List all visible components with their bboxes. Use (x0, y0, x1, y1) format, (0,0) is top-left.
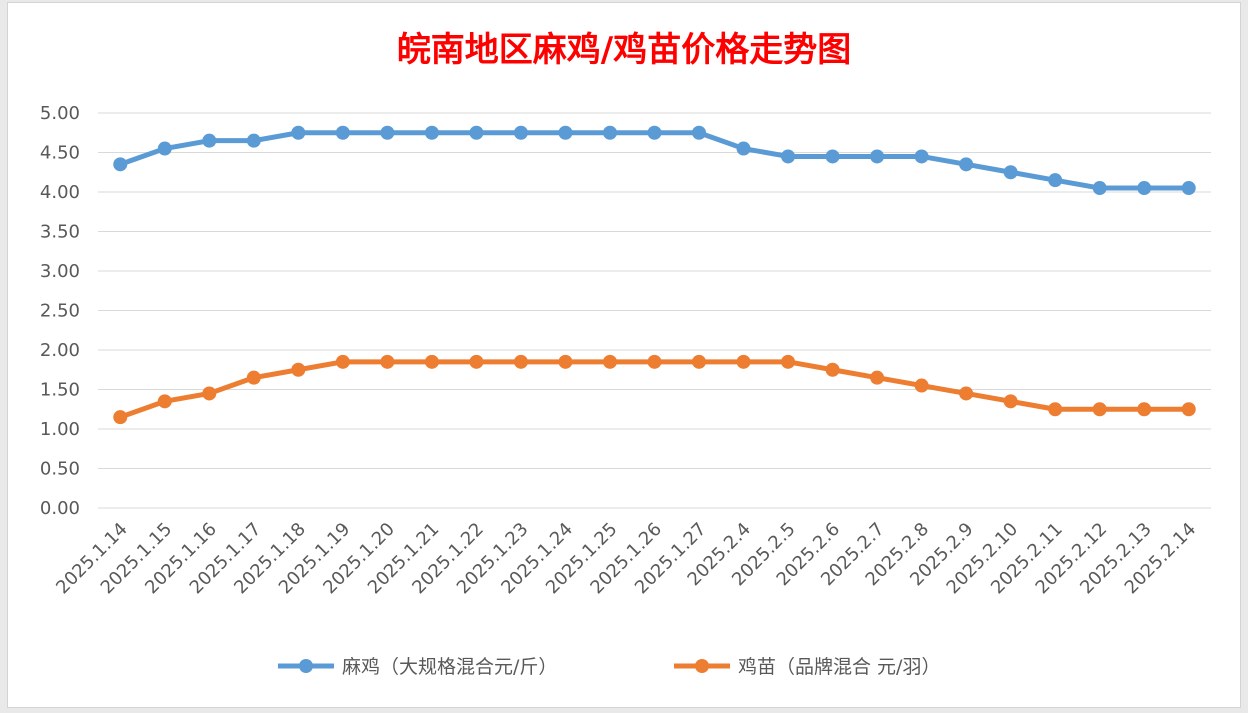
data-point (380, 354, 395, 369)
data-point (914, 378, 929, 393)
data-point (959, 157, 974, 172)
y-tick-label: 3.00 (40, 261, 80, 282)
line-chart: 皖南地区麻鸡/鸡苗价格走势图 0.00 0.50 1.00 1.50 2.00 2.50 3… (40, 30, 1211, 678)
data-point (246, 370, 261, 385)
legend-swatch-marker (299, 659, 313, 673)
y-tick-label: 3.50 (40, 222, 80, 243)
data-point (113, 410, 128, 425)
data-point (914, 149, 929, 164)
data-point (647, 125, 662, 140)
series-group (113, 125, 1196, 425)
x-axis-ticks: 2025.1.142025.1.152025.1.162025.1.172025… (52, 519, 1200, 599)
y-tick-label: 1.00 (40, 419, 80, 440)
data-point (558, 125, 573, 140)
data-point (291, 125, 306, 140)
data-point (647, 354, 662, 369)
data-point (157, 141, 172, 156)
data-point (424, 125, 439, 140)
gridlines (98, 112, 1211, 509)
data-point (1137, 402, 1152, 417)
data-point (558, 354, 573, 369)
series-line (117, 130, 1192, 191)
data-point (335, 125, 350, 140)
data-point (513, 354, 528, 369)
data-point (1092, 181, 1107, 196)
data-point (380, 125, 395, 140)
data-point (959, 386, 974, 401)
data-point (1048, 173, 1063, 188)
data-point (469, 354, 484, 369)
data-point (202, 386, 217, 401)
data-point (692, 354, 707, 369)
data-point (692, 125, 707, 140)
data-point (736, 141, 751, 156)
y-tick-label: 1.50 (40, 380, 80, 401)
legend-label: 鸡苗（品牌混合 元/羽） (738, 656, 940, 678)
data-point (1003, 165, 1018, 180)
data-point (870, 149, 885, 164)
y-axis-ticks: 0.00 0.50 1.00 1.50 2.00 2.50 3.00 3.50 4.00 4.50… (40, 103, 80, 519)
data-point (1048, 402, 1063, 417)
y-tick-label: 0.50 (40, 459, 80, 480)
legend-label: 麻鸡（大规格混合元/斤） (342, 656, 557, 678)
data-point (602, 125, 617, 140)
data-point (469, 125, 484, 140)
y-tick-label: 0.00 (40, 498, 80, 519)
data-point (870, 370, 885, 385)
data-point (113, 157, 128, 172)
legend-item: 鸡苗（品牌混合 元/羽） (674, 656, 940, 678)
data-point (781, 354, 796, 369)
series-1 (113, 125, 1196, 196)
data-point (1181, 402, 1196, 417)
data-point (513, 125, 528, 140)
data-point (291, 362, 306, 377)
data-point (781, 149, 796, 164)
data-point (246, 133, 261, 148)
data-point (1003, 394, 1018, 409)
y-tick-label: 2.50 (40, 301, 80, 322)
data-point (335, 354, 350, 369)
series-2 (113, 354, 1196, 425)
data-point (1092, 402, 1107, 417)
y-tick-label: 5.00 (40, 103, 80, 124)
chart-title: 皖南地区麻鸡/鸡苗价格走势图 (397, 30, 851, 70)
data-point (825, 149, 840, 164)
data-point (736, 354, 751, 369)
legend: 麻鸡（大规格混合元/斤） 鸡苗（品牌混合 元/羽） (278, 656, 940, 678)
legend-item: 麻鸡（大规格混合元/斤） (278, 656, 557, 678)
data-point (1137, 181, 1152, 196)
chart-area: 皖南地区麻鸡/鸡苗价格走势图 0.00 0.50 1.00 1.50 2.00 2.50 3… (7, 2, 1241, 708)
data-point (602, 354, 617, 369)
y-tick-label: 4.50 (40, 143, 80, 164)
data-point (825, 362, 840, 377)
data-point (424, 354, 439, 369)
y-tick-label: 2.00 (40, 340, 80, 361)
y-tick-label: 4.00 (40, 182, 80, 203)
data-point (202, 133, 217, 148)
data-point (1181, 181, 1196, 196)
legend-swatch-marker (695, 659, 709, 673)
data-point (157, 394, 172, 409)
